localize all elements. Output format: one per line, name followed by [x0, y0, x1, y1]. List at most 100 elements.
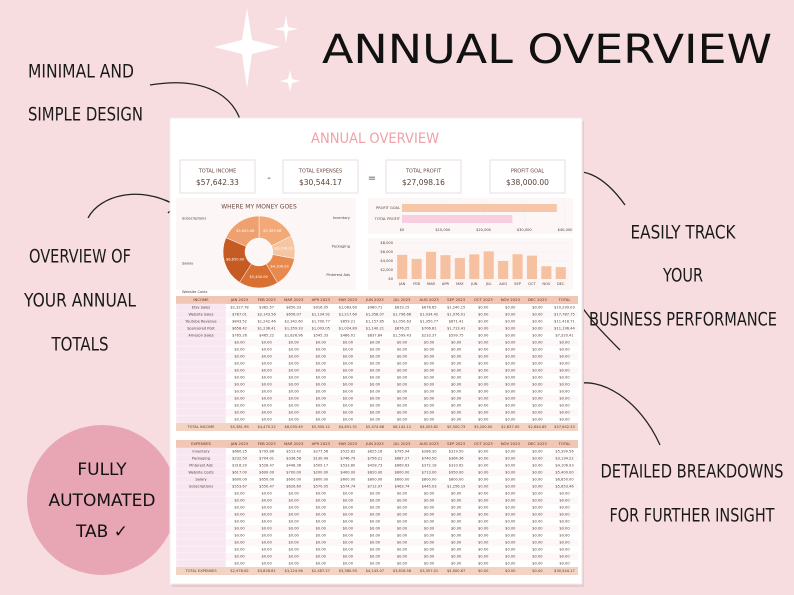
cell: $795.94	[395, 450, 411, 454]
cell: $0.00	[505, 548, 516, 552]
cell: $0.00	[261, 506, 272, 510]
row-label: Salary	[195, 478, 207, 482]
cell: $319.50	[449, 450, 465, 454]
cell: $0.00	[478, 418, 489, 422]
total-cell: $0.00	[478, 569, 489, 573]
kpi-card	[179, 159, 256, 194]
label-cell	[175, 559, 227, 568]
cell: $0.00	[505, 485, 516, 489]
cell: $0.00	[559, 404, 570, 408]
column-header: MAY 2023	[338, 441, 357, 446]
cell: $0.00	[316, 562, 327, 566]
cell: $0.00	[559, 397, 570, 401]
cell: $0.00	[559, 513, 570, 517]
cell: $0.00	[559, 534, 570, 538]
cell: $0.00	[234, 341, 245, 345]
y-tick-label: $6,000	[380, 250, 393, 254]
row	[226, 374, 578, 381]
cell: $0.00	[478, 478, 489, 482]
column-header: FEB 2023	[258, 441, 277, 446]
cell: $5,653.46	[555, 485, 574, 489]
cell: $0.00	[397, 376, 408, 380]
cell: $0.00	[505, 450, 516, 454]
kpi-label: PROFIT GOAL	[511, 169, 545, 175]
x-tick-label: JUL	[485, 282, 492, 286]
row	[226, 304, 578, 311]
cell: $0.00	[289, 369, 300, 373]
cell: $0.00	[343, 383, 354, 387]
cell: $0.00	[505, 397, 516, 401]
cell: $0.00	[532, 506, 543, 510]
total-row	[176, 423, 578, 431]
cell: $0.00	[532, 334, 543, 338]
bar	[425, 251, 437, 279]
label-cell	[175, 373, 227, 382]
cell: $0.00	[343, 418, 354, 422]
cell: $850.33	[286, 306, 301, 310]
cell: $0.00	[559, 390, 570, 394]
cell: $0.00	[370, 492, 381, 496]
cell: $0.00	[343, 527, 354, 531]
cell: $0.00	[397, 355, 408, 359]
label-cell	[175, 552, 227, 561]
cell: $466.01	[340, 334, 355, 338]
row-label: Amazon Sales	[188, 334, 213, 338]
cell: $0.00	[397, 506, 408, 510]
cell: $0.00	[234, 397, 245, 401]
cell: $0.00	[424, 527, 435, 531]
row	[226, 346, 578, 353]
cell: $0.00	[370, 376, 381, 380]
cell: $0.00	[478, 562, 489, 566]
column-header: NOV 2023	[501, 297, 521, 302]
cell: $916.05	[313, 306, 328, 310]
cell: $0.00	[397, 383, 408, 387]
total-cell: $4,143.07	[366, 569, 384, 573]
cell: $1,796.66	[393, 313, 412, 317]
cell: $0.00	[532, 327, 543, 331]
cell: $0.00	[316, 369, 327, 373]
cell: $0.00	[234, 492, 245, 496]
cell: $0.00	[397, 534, 408, 538]
cell: $0.00	[451, 555, 462, 559]
cell: $600.00	[232, 478, 248, 482]
cell: $825.16	[367, 450, 383, 454]
total-cell: $6,142.12	[393, 425, 411, 429]
cell: $0.00	[234, 404, 245, 408]
slice-label: Packaging	[332, 245, 350, 249]
label-cell	[175, 517, 227, 526]
cell: $0.00	[397, 499, 408, 503]
cell: $0.00	[261, 418, 272, 422]
total-cell: $4,470.22	[257, 425, 275, 429]
row	[226, 388, 578, 395]
cell: $0.00	[261, 499, 272, 503]
label-cell	[175, 338, 227, 347]
slice-value: $6,850.00	[226, 257, 245, 261]
cell: $1,240.15	[447, 306, 465, 310]
cell: $0.00	[316, 527, 327, 531]
callout-text: YOUR	[662, 265, 703, 287]
cell: $0.00	[478, 457, 489, 461]
cell: $0.00	[424, 499, 435, 503]
cell: $0.00	[478, 313, 489, 317]
cell: $0.00	[559, 355, 570, 359]
cell: $0.00	[478, 355, 489, 359]
row	[226, 553, 578, 560]
row	[226, 409, 578, 416]
total-cell: $0.00	[505, 569, 516, 573]
cell: $0.00	[370, 534, 381, 538]
callout-text: SIMPLE DESIGN	[28, 104, 143, 126]
cell: $3,134.22	[555, 457, 573, 461]
cell: $0.00	[289, 404, 300, 408]
label-cell	[175, 366, 227, 375]
cell: $0.00	[370, 383, 381, 387]
cell: $0.00	[478, 362, 489, 366]
total-cell: $2,978.62	[230, 569, 248, 573]
bar	[483, 251, 494, 279]
cell: $0.00	[424, 418, 435, 422]
cell: $0.00	[424, 541, 435, 545]
kpi-label: TOTAL PROFIT	[405, 169, 442, 175]
cell: $0.00	[424, 411, 435, 415]
cell: $0.00	[424, 355, 435, 359]
cell: $0.00	[234, 390, 245, 394]
